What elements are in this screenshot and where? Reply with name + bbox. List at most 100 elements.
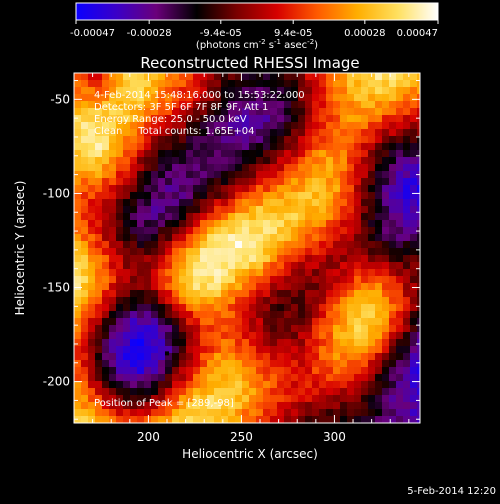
heatmap-cell <box>382 346 390 354</box>
heatmap-cell <box>256 374 264 382</box>
heatmap-cell <box>396 409 404 417</box>
heatmap-cell <box>74 255 82 263</box>
heatmap-cell <box>340 311 348 319</box>
heatmap-cell <box>291 178 299 186</box>
heatmap-cell <box>270 115 278 123</box>
heatmap-cell <box>277 248 285 256</box>
heatmap-cell <box>256 220 264 228</box>
heatmap-cell <box>361 339 369 347</box>
heatmap-cell <box>144 164 152 172</box>
colorbar-tick-label: 0.00047 <box>397 28 438 39</box>
heatmap-cell <box>193 129 201 137</box>
heatmap-cell <box>396 262 404 270</box>
heatmap-cell <box>144 136 152 144</box>
heatmap-cell <box>172 199 180 207</box>
heatmap-cell <box>102 325 110 333</box>
heatmap-cell <box>333 136 341 144</box>
heatmap-cell <box>403 136 411 144</box>
heatmap-cell <box>277 241 285 249</box>
heatmap-cell <box>242 220 250 228</box>
heatmap-cell <box>340 381 348 389</box>
heatmap-cell <box>228 388 236 396</box>
heatmap-cell <box>207 409 215 417</box>
heatmap-cell <box>165 402 173 410</box>
heatmap-cell <box>186 318 194 326</box>
heatmap-cell <box>200 115 208 123</box>
heatmap-cell <box>88 143 96 151</box>
heatmap-cell <box>172 185 180 193</box>
heatmap-cell <box>298 248 306 256</box>
heatmap-cell <box>200 150 208 158</box>
heatmap-cell <box>389 87 397 95</box>
heatmap-cell <box>214 325 222 333</box>
heatmap-cell <box>326 416 334 423</box>
heatmap-cell <box>354 241 362 249</box>
heatmap-cell <box>137 339 145 347</box>
heatmap-cell <box>361 262 369 270</box>
heatmap-cell <box>200 360 208 368</box>
heatmap-cell <box>144 269 152 277</box>
heatmap-cell <box>312 150 320 158</box>
heatmap-cell <box>340 367 348 375</box>
heatmap-cell <box>88 311 96 319</box>
heatmap-cell <box>109 381 117 389</box>
heatmap-cell <box>284 80 292 88</box>
heatmap-cell <box>361 157 369 165</box>
heatmap-cell <box>123 255 131 263</box>
heatmap-cell <box>319 80 327 88</box>
heatmap-cell <box>74 178 82 186</box>
heatmap-cell <box>361 227 369 235</box>
heatmap-cell <box>137 206 145 214</box>
heatmap-cell <box>172 178 180 186</box>
heatmap-cell <box>354 332 362 340</box>
heatmap-cell <box>312 199 320 207</box>
heatmap-cell <box>410 346 418 354</box>
heatmap-cell <box>368 241 376 249</box>
heatmap-cell <box>347 192 355 200</box>
heatmap-cell <box>270 353 278 361</box>
heatmap-cell <box>172 290 180 298</box>
heatmap-cell <box>74 360 82 368</box>
heatmap-cell <box>130 346 138 354</box>
heatmap-cell <box>102 241 110 249</box>
heatmap-cell <box>417 192 420 200</box>
heatmap-cell <box>263 143 271 151</box>
heatmap-cell <box>403 402 411 410</box>
heatmap-cell <box>256 381 264 389</box>
heatmap-cell <box>249 101 257 109</box>
heatmap-cell <box>123 311 131 319</box>
heatmap-cell <box>193 185 201 193</box>
heatmap-cell <box>116 234 124 242</box>
heatmap-cell <box>102 255 110 263</box>
heatmap-cell <box>74 220 82 228</box>
heatmap-cell <box>74 241 82 249</box>
heatmap-cell <box>263 416 271 423</box>
heatmap-cell <box>347 108 355 116</box>
heatmap-cell <box>214 402 222 410</box>
heatmap-cell <box>319 73 327 81</box>
heatmap-cell <box>144 248 152 256</box>
heatmap-cell <box>242 262 250 270</box>
peak-position-label: Position of Peak = [289,-98] <box>94 398 234 409</box>
heatmap-cell <box>228 381 236 389</box>
heatmap-cell <box>235 255 243 263</box>
heatmap-cell <box>137 346 145 354</box>
heatmap-cell <box>235 199 243 207</box>
heatmap-cell <box>403 388 411 396</box>
heatmap-cell <box>375 241 383 249</box>
heatmap-cell <box>284 199 292 207</box>
heatmap-cell <box>347 374 355 382</box>
heatmap-cell <box>396 80 404 88</box>
heatmap-cell <box>165 318 173 326</box>
heatmap-cell <box>361 101 369 109</box>
info-line: Clean Total counts: 1.65E+04 <box>94 126 254 137</box>
heatmap-cell <box>95 108 103 116</box>
colorbar-ticks: -0.00047 -0.00028 -9.4e-05 9.4e-05 0.00028 0.… <box>70 20 439 39</box>
heatmap-cell <box>109 388 117 396</box>
heatmap-cell <box>200 325 208 333</box>
heatmap-cell <box>207 304 215 312</box>
heatmap-cell <box>389 381 397 389</box>
heatmap-cell <box>130 325 138 333</box>
heatmap-cell <box>137 283 145 291</box>
heatmap-cell <box>116 360 124 368</box>
